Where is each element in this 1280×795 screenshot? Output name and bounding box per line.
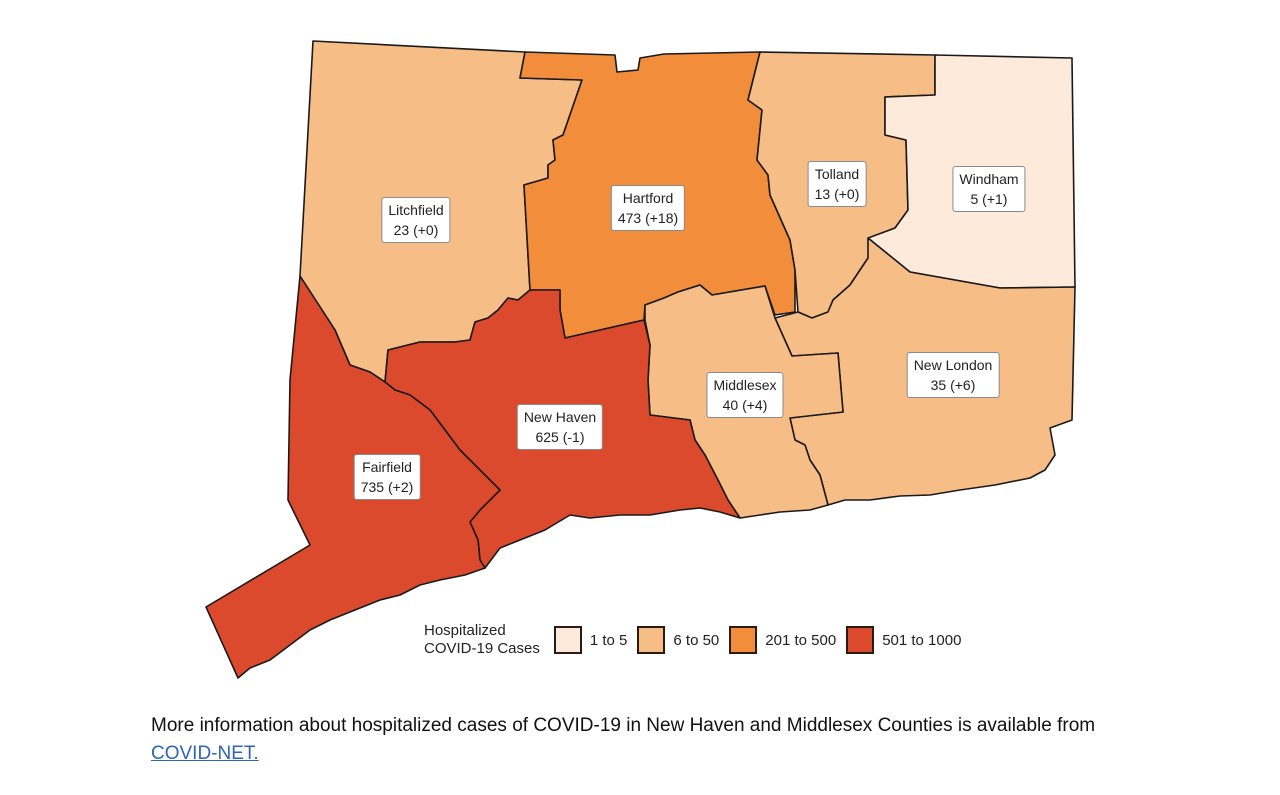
county-name: Middlesex	[713, 377, 777, 393]
footer-note: More information about hospitalized case…	[151, 712, 1111, 768]
county-value: 625 (-1)	[535, 429, 585, 445]
county-name: Windham	[959, 171, 1019, 187]
county-name: Fairfield	[362, 459, 412, 475]
label-fairfield: Fairfield 735 (+2)	[353, 454, 421, 500]
county-fairfield[interactable]	[205, 275, 501, 679]
county-value: 35 (+6)	[930, 377, 976, 393]
county-name: New London	[913, 357, 993, 373]
county-value: 5 (+1)	[970, 191, 1008, 207]
label-windham: Windham 5 (+1)	[952, 166, 1026, 212]
county-name: Hartford	[622, 190, 674, 206]
legend-swatch-1-to-5	[553, 626, 582, 654]
legend-swatch-501-to-1000	[846, 626, 875, 654]
label-new-london: New London 35 (+6)	[906, 352, 1000, 398]
label-middlesex: Middlesex 40 (+4)	[706, 372, 784, 418]
label-tolland: Tolland 13 (+0)	[807, 161, 867, 207]
county-value: 735 (+2)	[360, 479, 414, 495]
footer-text: More information about hospitalized case…	[151, 715, 1096, 736]
connecticut-county-map	[205, 40, 1076, 679]
county-name: Tolland	[814, 166, 860, 182]
county-value: 23 (+0)	[393, 222, 439, 238]
county-value: 40 (+4)	[722, 397, 768, 413]
legend-title: Hospitalized COVID-19 Cases	[424, 622, 540, 657]
county-name: New Haven	[523, 409, 597, 425]
covid-net-link[interactable]: COVID-NET.	[151, 743, 259, 764]
legend-label: 201 to 500	[765, 631, 837, 649]
county-value: 13 (+0)	[814, 186, 860, 202]
legend-swatch-201-to-500	[729, 626, 758, 654]
label-hartford: Hartford 473 (+18)	[610, 185, 686, 231]
map-legend: Hospitalized COVID-19 Cases 1 to 5 6 to …	[424, 622, 971, 658]
county-value: 473 (+18)	[617, 210, 679, 226]
legend-label: 1 to 5	[589, 631, 628, 649]
label-new-haven: New Haven 625 (-1)	[516, 404, 604, 450]
legend-label: 501 to 1000	[882, 631, 962, 649]
label-litchfield: Litchfield 23 (+0)	[381, 197, 451, 243]
county-name: Litchfield	[388, 202, 444, 218]
legend-label: 6 to 50	[673, 631, 720, 649]
legend-swatch-6-to-50	[637, 626, 666, 654]
